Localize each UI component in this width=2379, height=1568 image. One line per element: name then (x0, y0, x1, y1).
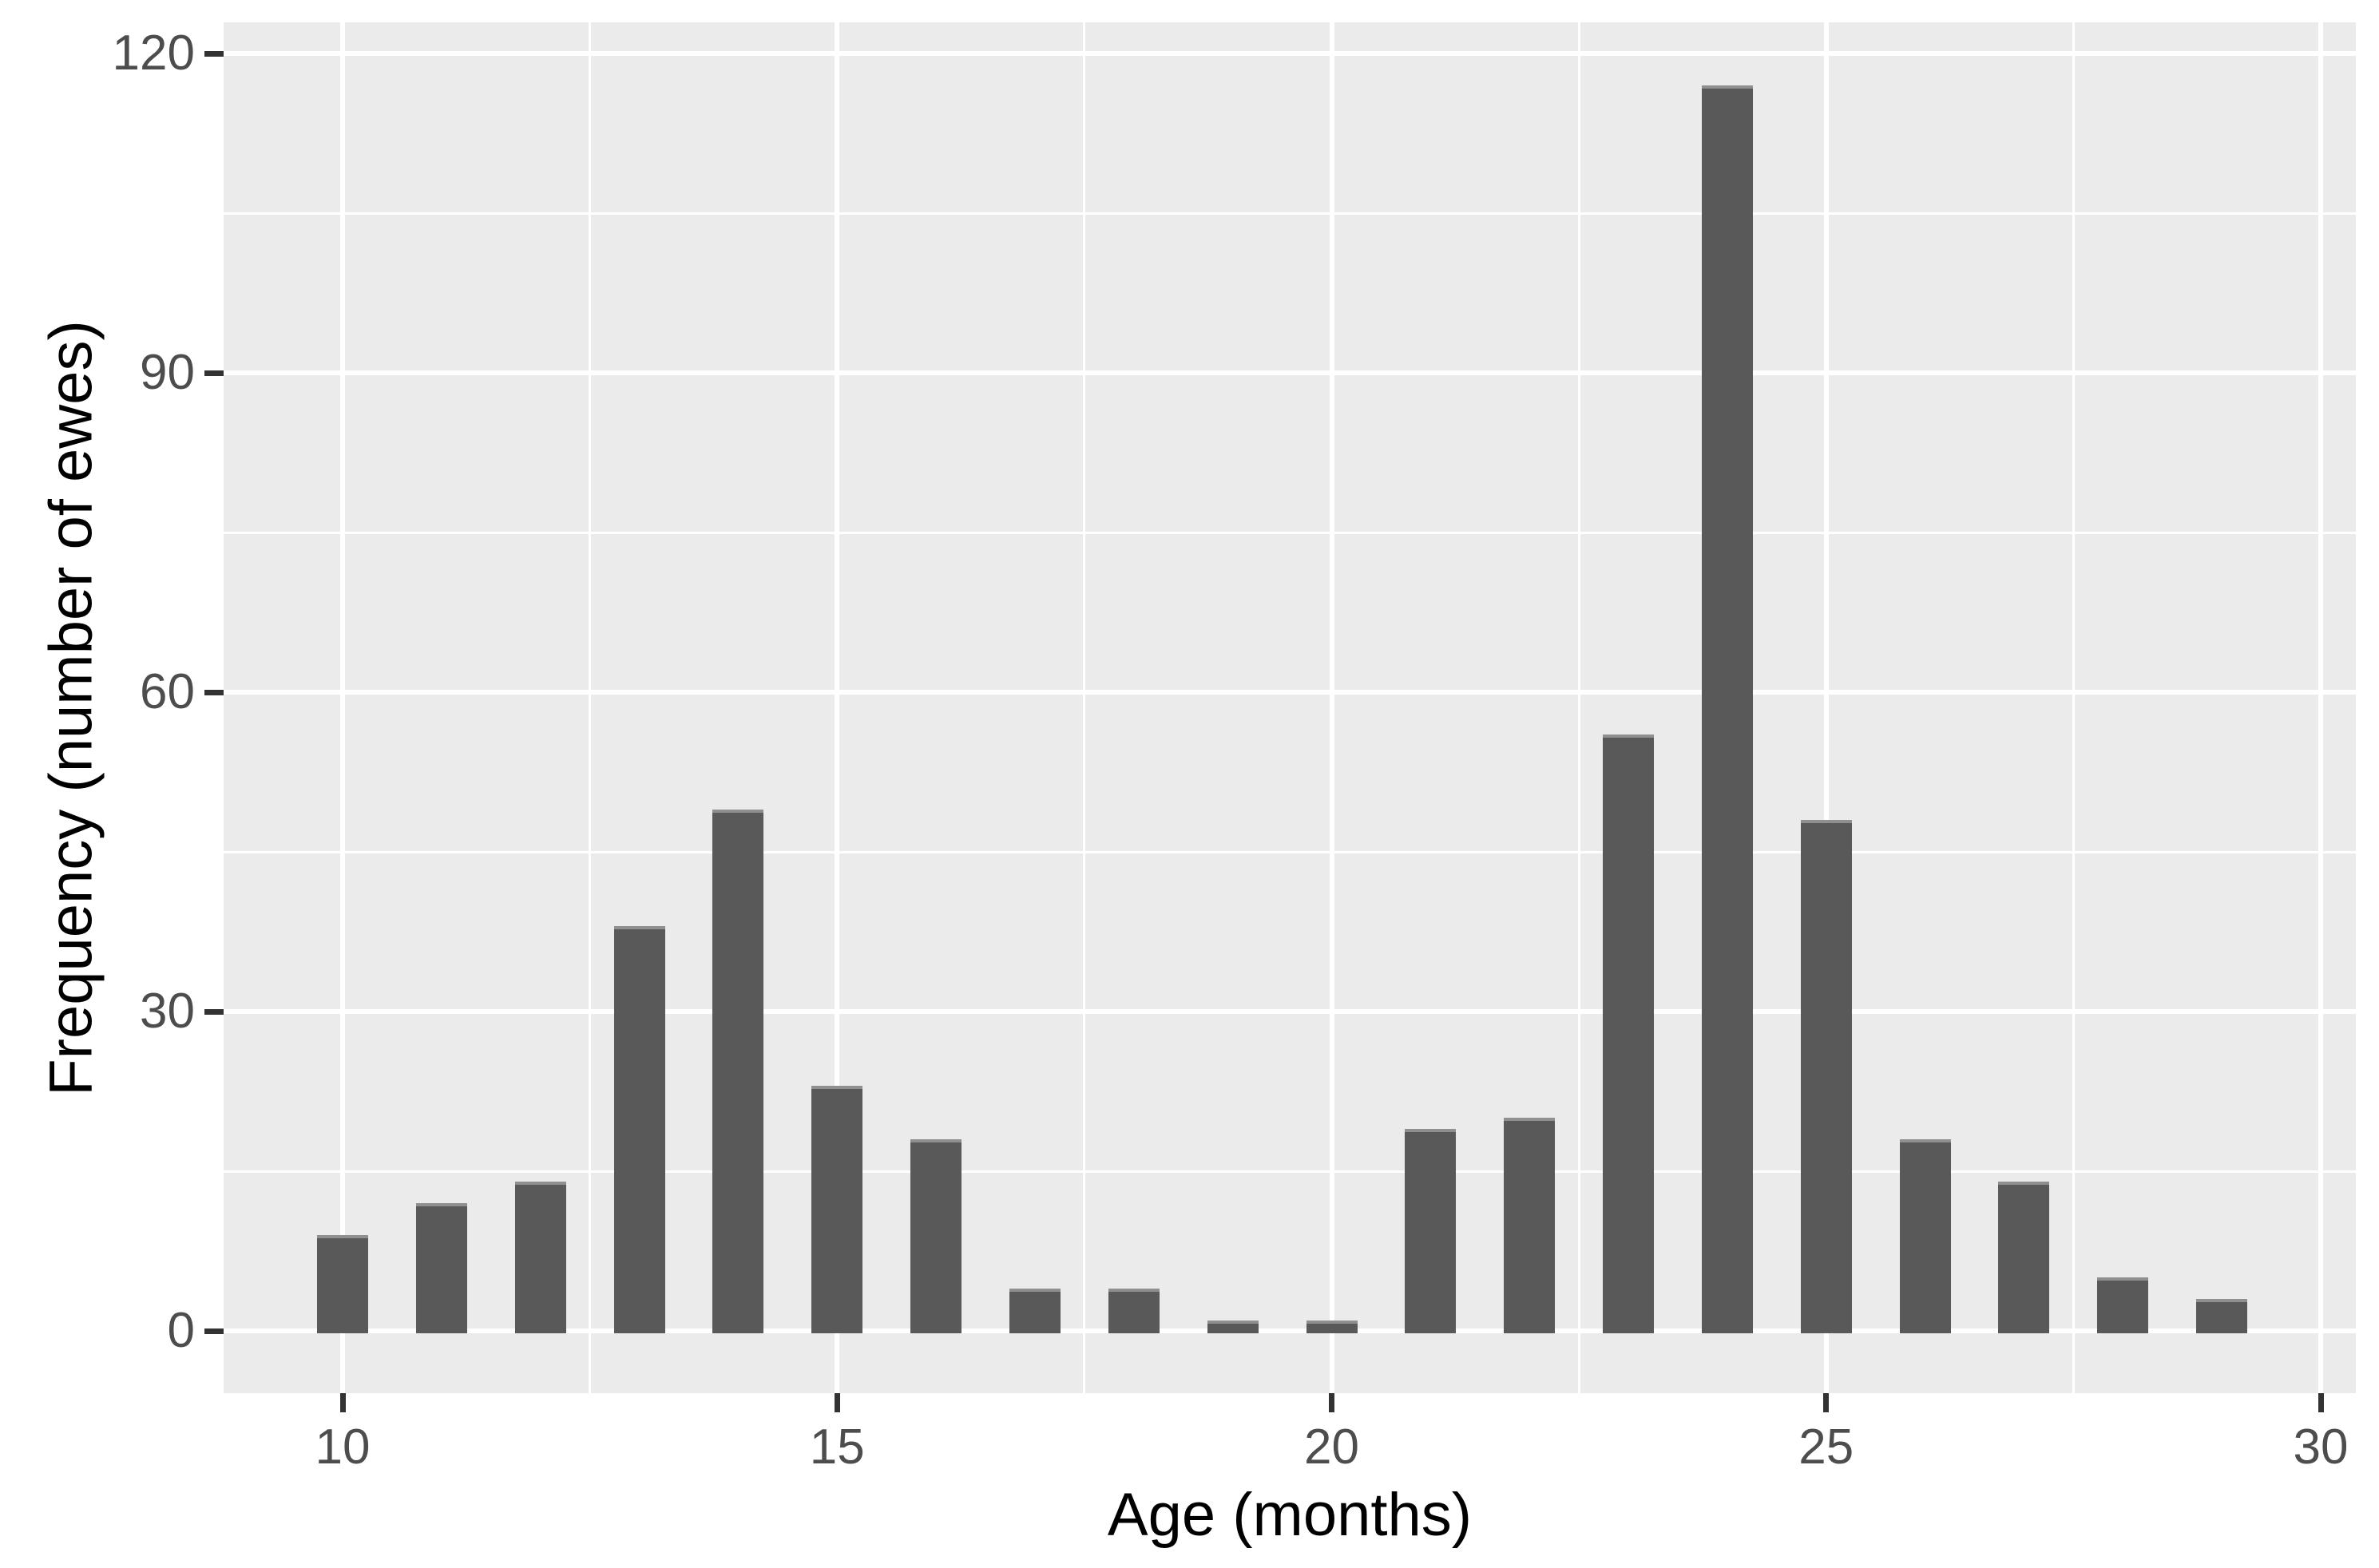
bar-age-18 (1108, 1288, 1160, 1333)
y-minor-gridline (224, 850, 2356, 853)
x-axis-tick-label: 15 (809, 1420, 865, 1475)
y-axis-tick-label: 60 (140, 664, 195, 720)
bar-age-21 (1405, 1128, 1457, 1333)
bar-age-15 (811, 1086, 863, 1333)
bar-age-19 (1207, 1320, 1259, 1333)
bar-age-13 (613, 926, 665, 1333)
x-axis-tick (339, 1393, 346, 1412)
y-axis-tick (204, 370, 224, 376)
bar-age-29 (2196, 1299, 2248, 1333)
bar-age-12 (514, 1182, 566, 1333)
bar-age-10 (317, 1235, 368, 1333)
x-axis-tick (1823, 1393, 1830, 1412)
bar-age-16 (910, 1139, 962, 1333)
y-minor-gridline (224, 531, 2356, 534)
y-minor-gridline (224, 212, 2356, 215)
bar-age-14 (712, 809, 764, 1333)
x-major-gridline (2318, 22, 2323, 1393)
y-axis-title: Frequency (number of ewes) (37, 319, 105, 1096)
x-axis-tick-label: 30 (2293, 1420, 2349, 1475)
y-axis-tick-label: 90 (140, 345, 195, 401)
y-major-gridline (224, 1328, 2356, 1333)
y-axis-tick-label: 30 (140, 984, 195, 1039)
bar-age-26 (1899, 1139, 1951, 1333)
x-axis-tick (1329, 1393, 1334, 1412)
y-axis-tick (204, 1008, 224, 1015)
y-axis-tick (204, 1328, 224, 1334)
y-major-gridline (224, 1009, 2356, 1014)
bar-age-25 (1800, 820, 1852, 1333)
y-major-gridline (224, 370, 2356, 376)
x-major-gridline (340, 22, 345, 1393)
x-axis-tick (2318, 1393, 2324, 1412)
y-axis-tick-label: 120 (112, 26, 195, 81)
x-axis-tick (834, 1393, 840, 1412)
bar-age-28 (2097, 1277, 2149, 1333)
x-axis-tick-label: 10 (315, 1420, 371, 1475)
y-axis-tick (204, 50, 224, 57)
x-major-gridline (835, 22, 840, 1393)
x-axis-title: Age (months) (1107, 1481, 1473, 1549)
x-minor-gridline (589, 22, 592, 1393)
x-axis-tick-label: 20 (1304, 1420, 1359, 1475)
bar-age-20 (1306, 1320, 1358, 1333)
bar-age-17 (1009, 1288, 1061, 1333)
x-minor-gridline (2072, 22, 2075, 1393)
bar-age-23 (1603, 735, 1655, 1333)
plot-panel (224, 22, 2356, 1393)
bar-age-24 (1701, 85, 1753, 1333)
x-major-gridline (1823, 22, 1829, 1393)
x-axis-tick-label: 25 (1798, 1420, 1854, 1475)
y-major-gridline (224, 51, 2356, 57)
y-axis-tick-label: 0 (167, 1303, 195, 1358)
y-major-gridline (224, 690, 2356, 695)
bar-age-11 (415, 1203, 467, 1333)
x-minor-gridline (1083, 22, 1086, 1393)
y-minor-gridline (224, 1170, 2356, 1173)
x-major-gridline (1329, 22, 1334, 1393)
x-minor-gridline (1577, 22, 1580, 1393)
bar-age-27 (1998, 1182, 2050, 1333)
bar-age-22 (1504, 1118, 1556, 1333)
y-axis-tick (204, 689, 224, 695)
